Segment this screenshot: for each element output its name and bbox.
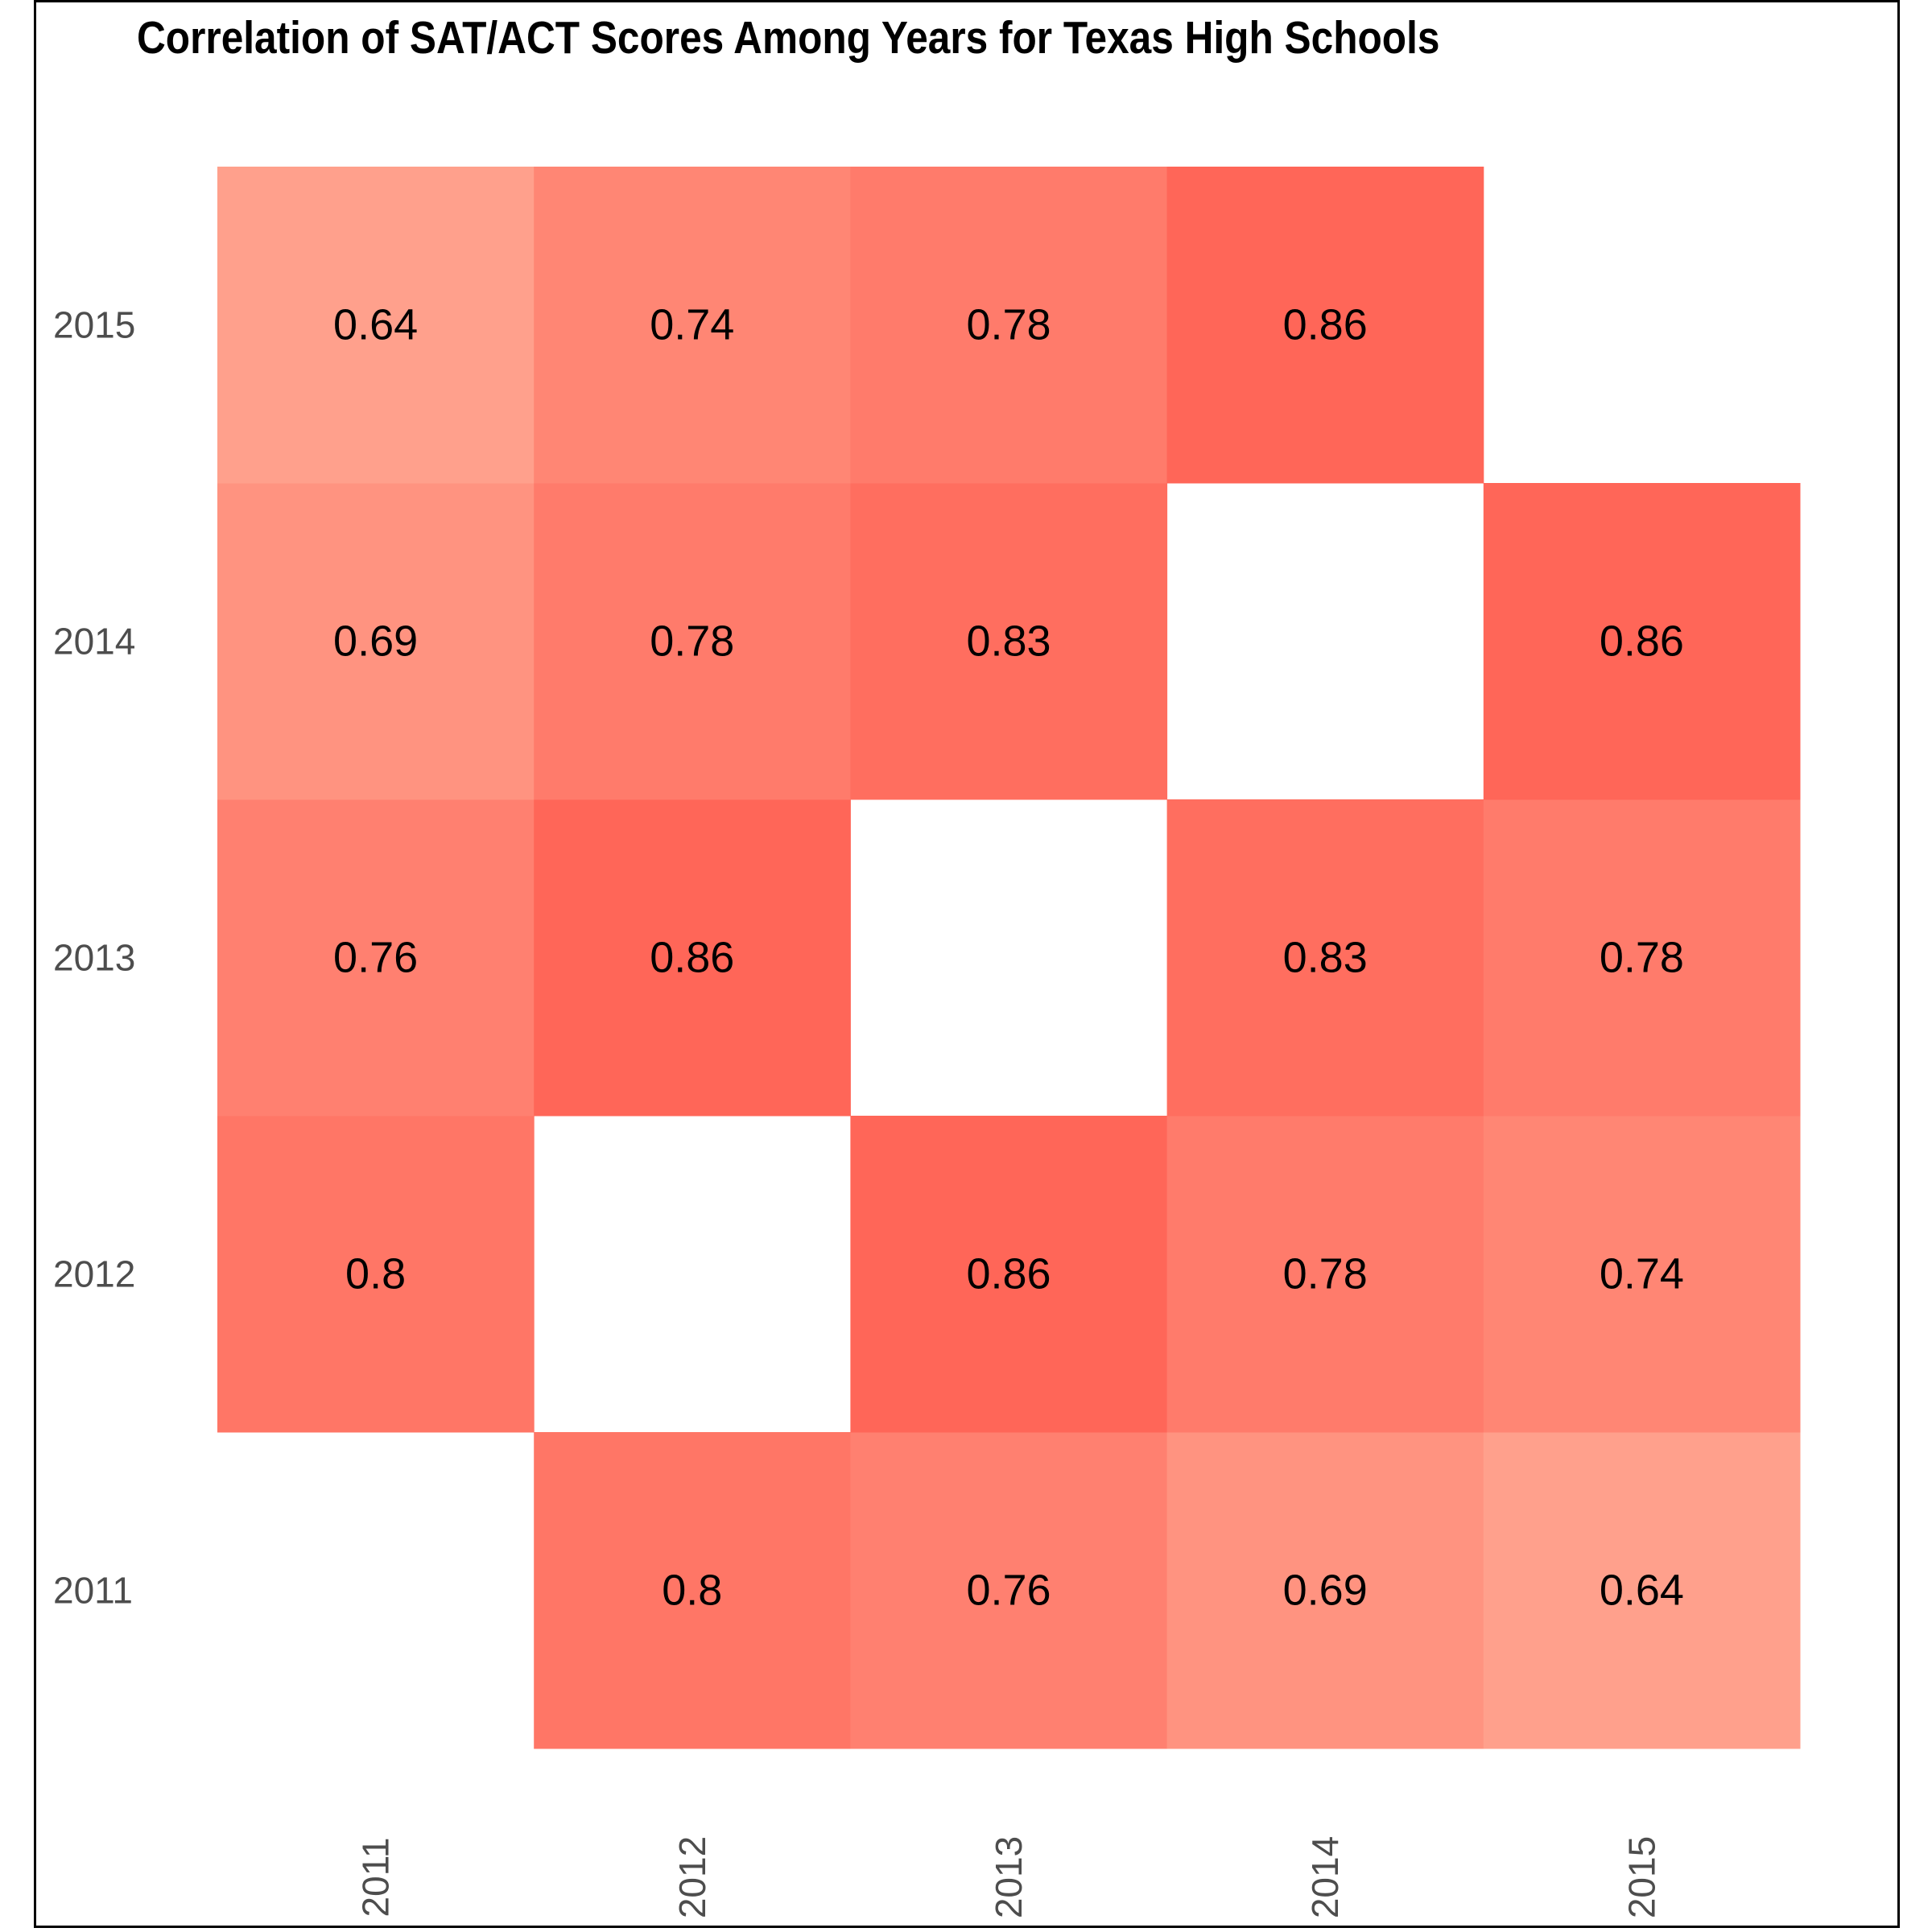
- cell-value-label: 0.74: [650, 301, 734, 349]
- cell-value-label: 0.78: [650, 617, 734, 666]
- heatmap-cell-2014-2013: [1166, 799, 1484, 1117]
- cell-value-label: 0.86: [966, 1250, 1051, 1298]
- cell-value-label: 0.78: [1283, 1250, 1368, 1298]
- cell-value-label: 0.74: [1600, 1250, 1684, 1298]
- chart-title: Correlation of SAT/ACT Scores Among Year…: [137, 12, 1440, 64]
- cell-value-label: 0.64: [1600, 1567, 1684, 1615]
- heatmap-cell-2014-2011: [1166, 1432, 1484, 1749]
- cell-value-label: 0.8: [345, 1250, 406, 1298]
- heatmap-cells: [217, 167, 1801, 1749]
- heatmap-cell-2015-2014: [1483, 483, 1801, 800]
- cell-value-label: 0.64: [333, 301, 418, 349]
- cell-value-label: 0.76: [333, 934, 418, 982]
- cell-value-label: 0.83: [1283, 934, 1368, 982]
- cell-value-label: 0.78: [1600, 934, 1684, 982]
- heatmap-cell-2014-2012: [1166, 1116, 1484, 1433]
- heatmap-cell-2012-2013: [534, 799, 851, 1117]
- heatmap-cell-2015-2011: [1483, 1432, 1801, 1749]
- cell-value-label: 0.83: [966, 617, 1051, 666]
- x-tick-label-2012: 2012: [671, 1836, 713, 1918]
- y-tick-label-2014: 2014: [53, 621, 135, 663]
- heatmap-cell-2013-2011: [850, 1432, 1168, 1749]
- heatmap-cell-2011-2014: [217, 483, 535, 800]
- heatmap-cell-2011-2012: [217, 1116, 535, 1433]
- heatmap-cell-2011-2015: [217, 167, 535, 484]
- cell-value-label: 0.86: [650, 934, 734, 982]
- cell-value-label: 0.78: [966, 301, 1051, 349]
- heatmap-cell-2015-2012: [1483, 1116, 1801, 1433]
- heatmap-cell-2013-2012: [850, 1116, 1168, 1433]
- y-tick-label-2011: 2011: [53, 1570, 133, 1612]
- y-tick-label-2015: 2015: [53, 304, 135, 346]
- heatmap-cell-labels: 0.8 0.76 0.69 0.64 0.8 0.86 0.78 0.74 0.76 0.86 0.…: [333, 301, 1684, 1615]
- cell-value-label: 0.69: [1283, 1567, 1368, 1615]
- cell-value-label: 0.86: [1283, 301, 1368, 349]
- heatmap-cell-2013-2015: [850, 167, 1168, 484]
- cell-value-label: 0.8: [662, 1567, 722, 1615]
- cell-value-label: 0.69: [333, 617, 418, 666]
- cell-value-label: 0.86: [1600, 617, 1684, 666]
- heatmap-cell-2014-2015: [1166, 167, 1484, 484]
- heatmap-cell-2012-2015: [534, 167, 851, 484]
- heatmap-cell-2015-2013: [1483, 799, 1801, 1117]
- heatmap-cell-2013-2014: [850, 483, 1168, 800]
- y-tick-label-2013: 2013: [53, 937, 135, 979]
- heatmap-cell-2012-2011: [534, 1432, 851, 1749]
- x-tick-label-2015: 2015: [1620, 1836, 1662, 1918]
- y-tick-label-2012: 2012: [53, 1253, 135, 1295]
- heatmap-cell-2012-2014: [534, 483, 851, 800]
- y-axis-tick-labels: 2011 2012 2013 2014 2015: [53, 304, 135, 1612]
- x-axis-tick-labels: 2011 2012 2013 2014 2015: [355, 1836, 1663, 1918]
- x-tick-label-2011: 2011: [355, 1838, 397, 1918]
- x-tick-label-2013: 2013: [988, 1836, 1030, 1918]
- cell-value-label: 0.76: [966, 1567, 1051, 1615]
- heatmap-cell-2011-2013: [217, 799, 535, 1117]
- x-tick-label-2014: 2014: [1304, 1836, 1346, 1918]
